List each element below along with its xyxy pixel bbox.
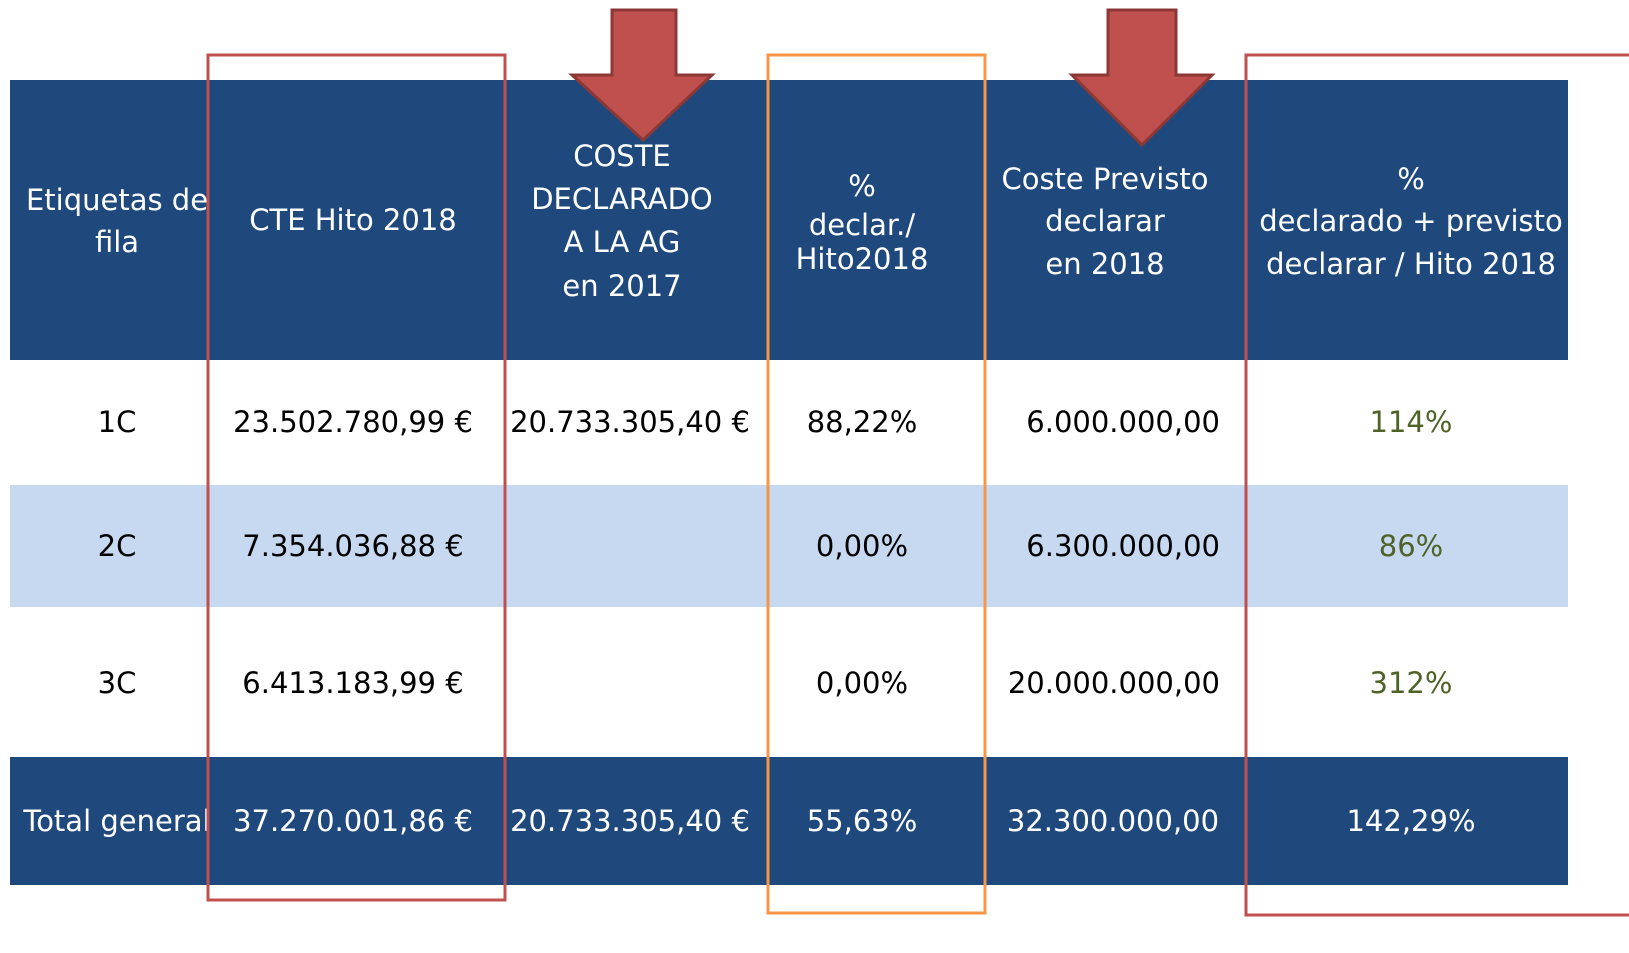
header-text: en 2017: [562, 269, 681, 303]
cell-text: 114%: [1370, 405, 1453, 439]
row-band: [10, 360, 1568, 485]
header-text: declarar: [1045, 204, 1165, 238]
row-band: [10, 607, 1568, 757]
total-text: Total general: [22, 804, 210, 838]
header-text: COSTE: [573, 139, 671, 173]
highlight-box: [206, 53, 507, 902]
header-text: Hito2018: [796, 242, 929, 276]
cell-text: 3C: [98, 666, 137, 700]
header-text: declar./: [809, 208, 916, 242]
arrow: [1068, 8, 1216, 148]
cell-text: 312%: [1370, 666, 1453, 700]
cell-text: 7.354.036,88 €: [242, 529, 463, 563]
header-text: %: [848, 169, 876, 203]
cell-text: 2C: [98, 529, 137, 563]
header-text: Etiquetas de: [26, 183, 208, 217]
arrow: [568, 8, 716, 143]
header-text: DECLARADO: [531, 182, 713, 216]
header-text: declarar / Hito 2018: [1266, 247, 1556, 281]
cell-text: 6.000.000,00: [1026, 405, 1220, 439]
header-text: CTE Hito 2018: [249, 203, 457, 237]
total-text: 142,29%: [1346, 804, 1475, 838]
header-text: declarado + previsto: [1259, 204, 1563, 238]
cell-text: 6.300.000,00: [1026, 529, 1220, 563]
cell-text: 0,00%: [816, 666, 908, 700]
highlight-box: [1244, 53, 1629, 917]
row-band: [10, 485, 1568, 607]
total-text: 32.300.000,00: [1007, 804, 1219, 838]
cells: Etiquetas de fila CTE Hito 2018 COSTE DECLAR…: [22, 139, 1562, 838]
total-text: 37.270.001,86 €: [233, 804, 473, 838]
cell-text: 86%: [1379, 529, 1443, 563]
cell-text: 0,00%: [816, 529, 908, 563]
header-text: A LA AG: [564, 225, 681, 259]
header-text: %: [1397, 162, 1425, 196]
header-text: fila: [95, 225, 139, 259]
cell-text: 1C: [98, 405, 137, 439]
cell-text: 20.733.305,40 €: [510, 405, 750, 439]
total-text: 20.733.305,40 €: [510, 804, 750, 838]
total-text: 55,63%: [807, 804, 918, 838]
cell-text: 6.413.183,99 €: [242, 666, 463, 700]
header-text: Coste Previsto: [1001, 162, 1208, 196]
total-band: [10, 757, 1568, 885]
header-band: [10, 80, 1568, 360]
header-text: en 2018: [1045, 247, 1164, 281]
cell-text: 23.502.780,99 €: [233, 405, 473, 439]
highlight-box: [766, 53, 987, 915]
cell-text: 88,22%: [807, 405, 918, 439]
cell-text: 20.000.000,00: [1008, 666, 1220, 700]
